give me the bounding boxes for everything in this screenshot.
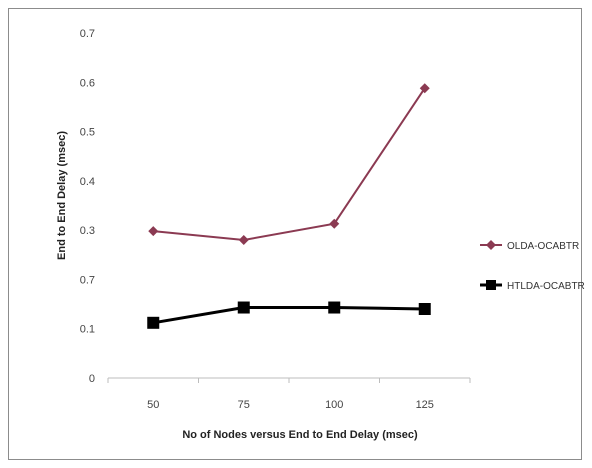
- x-axis-title: No of Nodes versus End to End Delay (mse…: [182, 429, 418, 441]
- y-tick-label: 0.7: [80, 274, 95, 286]
- y-axis-ticks: 0 0.1 0.7 0.3 0.4 0.5 0.6 0.7: [80, 28, 95, 385]
- legend: OLDA-OCABTR HTLDA-OCABTR: [480, 240, 585, 292]
- series-1: [148, 83, 430, 245]
- data-point-square: [237, 301, 250, 314]
- data-point-square: [418, 303, 431, 315]
- legend-item: OLDA-OCABTR: [480, 240, 579, 252]
- y-tick-label: 0: [89, 373, 95, 385]
- y-tick-label: 0.4: [80, 176, 95, 188]
- chart-frame: [8, 8, 582, 460]
- series-group: [147, 83, 431, 329]
- data-point-square: [147, 316, 160, 329]
- data-point-diamond: [148, 226, 159, 237]
- legend-label: HTLDA-OCABTR: [507, 281, 585, 292]
- x-axis-ticks: 50 75 100 125: [107, 378, 471, 411]
- legend-label: OLDA-OCABTR: [507, 241, 579, 252]
- series-line: [153, 87, 426, 242]
- legend-item: HTLDA-OCABTR: [480, 280, 585, 292]
- x-tick-label: 125: [416, 399, 434, 411]
- y-axis-title: End to End Delay (msec): [56, 131, 68, 260]
- data-point-diamond: [329, 218, 340, 229]
- x-tick-label: 100: [325, 399, 343, 411]
- legend-marker-diamond: [486, 240, 496, 250]
- data-point-square: [328, 301, 341, 314]
- y-tick-label: 0.1: [80, 324, 95, 336]
- y-tick-label: 0.7: [80, 28, 95, 40]
- y-tick-label: 0.3: [80, 225, 95, 237]
- x-tick-label: 50: [147, 399, 159, 411]
- series-line: [153, 306, 425, 325]
- legend-marker-square: [486, 280, 496, 290]
- y-tick-label: 0.5: [80, 127, 95, 139]
- data-point-diamond: [419, 83, 430, 94]
- y-tick-label: 0.6: [80, 77, 95, 89]
- series-2: [147, 301, 431, 329]
- x-tick-label: 75: [238, 399, 250, 411]
- data-point-diamond: [238, 235, 249, 245]
